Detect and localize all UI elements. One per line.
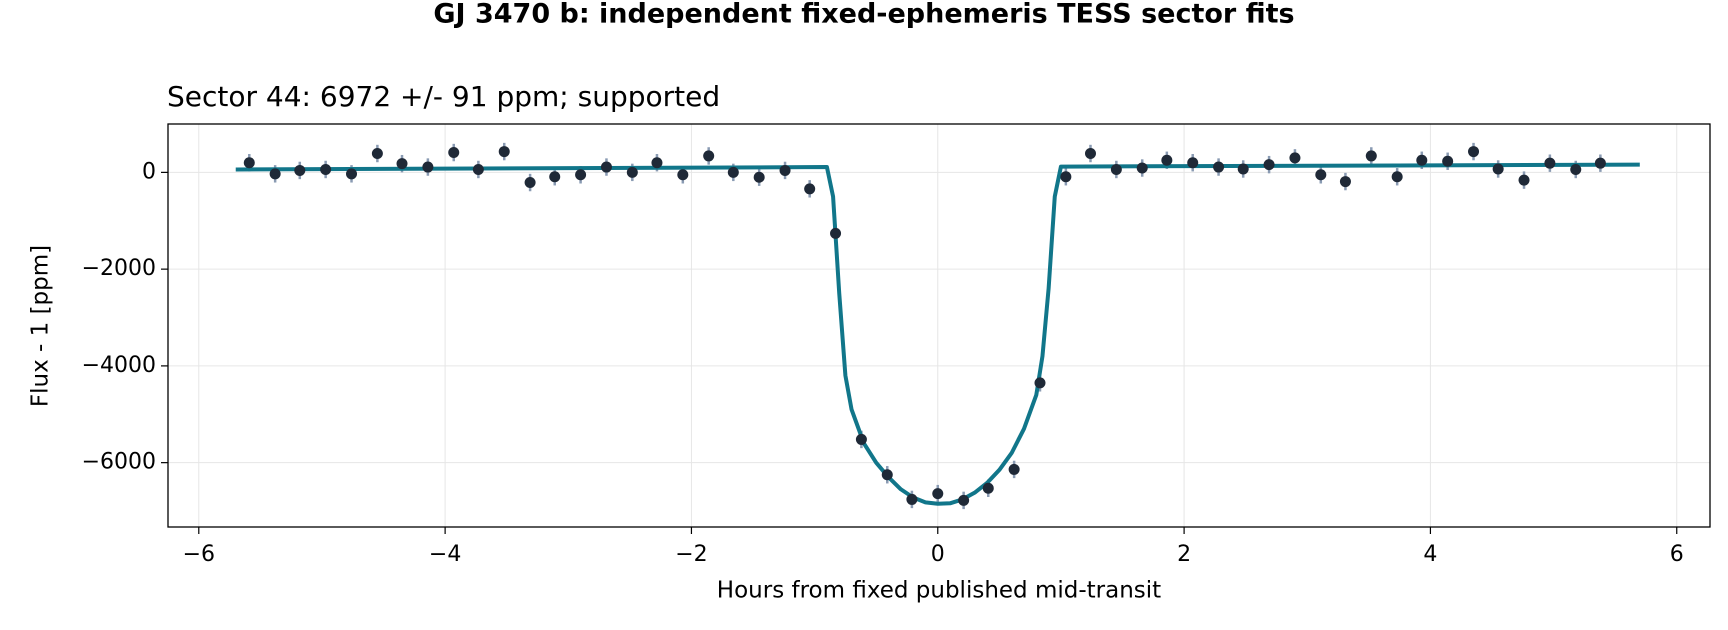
- data-point: [932, 488, 944, 500]
- y-axis-label: Flux - 1 [ppm]: [28, 245, 54, 407]
- model-line: [235, 162, 1640, 506]
- data-point: [906, 493, 918, 505]
- data-point: [549, 171, 561, 183]
- x-tick-label: 4: [1423, 542, 1437, 567]
- data-point: [779, 164, 791, 176]
- data-point: [472, 163, 484, 175]
- data-point: [346, 168, 358, 180]
- x-tick-label: −4: [429, 542, 461, 567]
- data-point: [1161, 154, 1173, 166]
- data-point: [1570, 163, 1582, 175]
- x-tick-label: −2: [675, 542, 707, 567]
- data-point: [575, 169, 587, 181]
- data-point: [1544, 157, 1556, 169]
- data-point: [1442, 155, 1454, 167]
- y-tick-label: 0: [142, 159, 156, 184]
- data-point: [753, 171, 765, 183]
- x-tick-label: 0: [931, 542, 945, 567]
- x-axis-label: Hours from fixed published mid-transit: [717, 578, 1161, 604]
- data-point: [448, 147, 460, 159]
- data-point: [1060, 171, 1072, 183]
- data-point: [804, 183, 816, 195]
- data-point: [600, 161, 612, 173]
- data-point: [855, 433, 867, 445]
- data-point: [1289, 152, 1301, 164]
- data-point: [1084, 148, 1096, 160]
- data-point: [422, 161, 434, 173]
- data-point: [1034, 377, 1046, 389]
- data-point: [677, 169, 689, 181]
- x-tick-label: −6: [183, 542, 215, 567]
- data-point: [1213, 161, 1225, 173]
- x-tick-label: 6: [1670, 542, 1684, 567]
- data-point: [1008, 463, 1020, 475]
- x-tick-label: 2: [1177, 542, 1191, 567]
- data-point: [1416, 154, 1428, 166]
- data-point: [881, 469, 893, 481]
- data-point: [1492, 163, 1504, 175]
- data-point: [243, 157, 255, 169]
- data-point: [1237, 163, 1249, 175]
- data-point: [1136, 162, 1148, 174]
- data-point: [396, 158, 408, 170]
- data-point: [703, 150, 715, 162]
- data-point: [727, 166, 739, 178]
- data-point: [1315, 169, 1327, 181]
- data-point: [958, 494, 970, 506]
- data-point: [1468, 146, 1480, 158]
- data-point: [1339, 176, 1351, 188]
- data-point: [1391, 171, 1403, 183]
- data-point: [371, 148, 383, 160]
- chart-title: GJ 3470 b: independent fixed-ephemeris T…: [433, 0, 1294, 30]
- data-point: [1263, 159, 1275, 171]
- data-point: [1110, 163, 1122, 175]
- y-tick-label: −4000: [82, 353, 156, 378]
- data-point: [982, 482, 994, 494]
- data-point: [269, 168, 281, 180]
- subtitle: Sector 44: 6972 +/- 91 ppm; supported: [167, 80, 720, 113]
- data-point: [626, 166, 638, 178]
- data-point: [524, 177, 536, 189]
- data-point: [294, 164, 306, 176]
- y-tick-label: −2000: [82, 256, 156, 281]
- y-tick-label: −6000: [82, 450, 156, 475]
- plot-frame: [167, 123, 1711, 528]
- data-point: [830, 227, 842, 239]
- data-point: [651, 157, 663, 169]
- data-point: [498, 146, 510, 158]
- data-point: [1594, 157, 1606, 169]
- data-point: [1365, 150, 1377, 162]
- data-point: [1518, 174, 1530, 186]
- data-point: [320, 163, 332, 175]
- data-point: [1187, 157, 1199, 169]
